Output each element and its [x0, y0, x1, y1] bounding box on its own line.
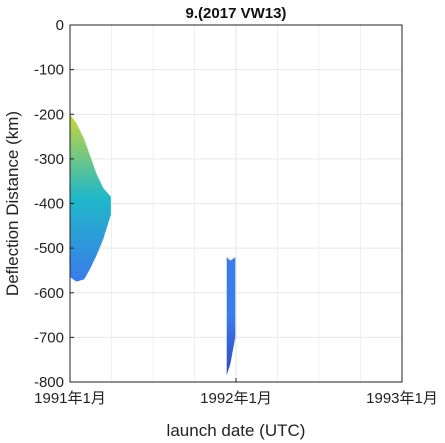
- y-tick-label: -700: [34, 329, 64, 346]
- y-tick-label: 0: [56, 17, 64, 34]
- deflection-band-2: [226, 257, 236, 376]
- y-tick-label: -500: [34, 240, 64, 257]
- y-axis-label: Deflection Distance (km): [3, 111, 22, 296]
- y-tick-label: -300: [34, 151, 64, 168]
- deflection-band-1: [70, 114, 111, 282]
- y-tick-label: -400: [34, 196, 64, 213]
- y-tick-label: -800: [34, 374, 64, 391]
- y-tick-label: -100: [34, 62, 64, 79]
- x-tick-label: 1991年1月: [34, 390, 106, 407]
- x-tick-label: 1993年1月: [366, 390, 438, 407]
- chart-title: 9.(2017 VW13): [186, 5, 287, 22]
- y-tick-label: -200: [34, 106, 64, 123]
- x-tick-label: 1992年1月: [200, 390, 272, 407]
- x-axis-label: launch date (UTC): [167, 421, 306, 440]
- y-tick-label: -600: [34, 285, 64, 302]
- data-marks: [70, 114, 236, 376]
- axis-ticks: 0 -100 -200 -300 -400 -500 -600 -700 -8001991年1月…: [34, 17, 438, 407]
